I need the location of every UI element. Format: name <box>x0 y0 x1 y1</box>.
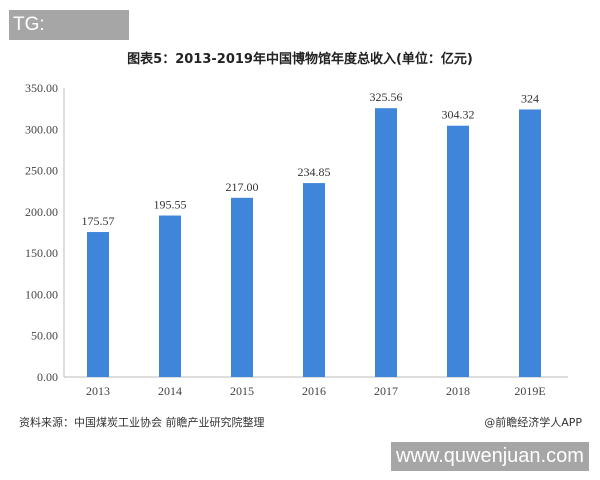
y-tick-label: 250.00 <box>25 164 58 178</box>
x-tick-label: 2017 <box>374 384 398 398</box>
x-tick-label: 2014 <box>158 384 182 398</box>
x-tick-label: 2015 <box>230 384 254 398</box>
y-tick-label: 200.00 <box>25 205 58 219</box>
bar-2017 <box>375 108 397 378</box>
watermark-bottom: www.quwenjuan.com <box>391 442 589 471</box>
y-tick-label: 0.00 <box>37 370 58 384</box>
x-tick-label: 2016 <box>302 384 326 398</box>
x-tick-label: 2013 <box>86 384 110 398</box>
data-label: 325.56 <box>370 90 403 104</box>
bar-2018 <box>447 125 469 377</box>
data-label: 324 <box>521 91 539 105</box>
chart-title: 图表5：2013-2019年中国博物馆年度总收入(单位：亿元) <box>127 52 473 67</box>
data-label: 195.55 <box>154 198 187 212</box>
bar-2016 <box>303 183 325 377</box>
y-tick-label: 150.00 <box>25 246 58 260</box>
source-note: 资料来源：中国煤炭工业协会 前瞻产业研究院整理 <box>19 416 265 429</box>
x-tick-label: 2019E <box>514 384 545 398</box>
bar-2013 <box>87 232 109 377</box>
bar-2015 <box>231 197 253 377</box>
data-label: 175.57 <box>82 214 115 228</box>
watermark-top: TG: MYYJJPP <box>9 10 129 65</box>
y-tick-label: 100.00 <box>25 287 58 301</box>
data-label: 304.32 <box>442 108 475 122</box>
y-tick-label: 300.00 <box>25 122 58 136</box>
bar-2014 <box>159 215 181 377</box>
credit-note: @前瞻经济学人APP <box>484 416 582 429</box>
bar-2019E <box>519 109 541 378</box>
y-tick-label: 350.00 <box>25 81 58 95</box>
x-tick-label: 2018 <box>446 384 470 398</box>
data-label: 217.00 <box>226 180 259 194</box>
data-label: 234.85 <box>298 165 331 179</box>
y-tick-label: 50.00 <box>31 329 58 343</box>
